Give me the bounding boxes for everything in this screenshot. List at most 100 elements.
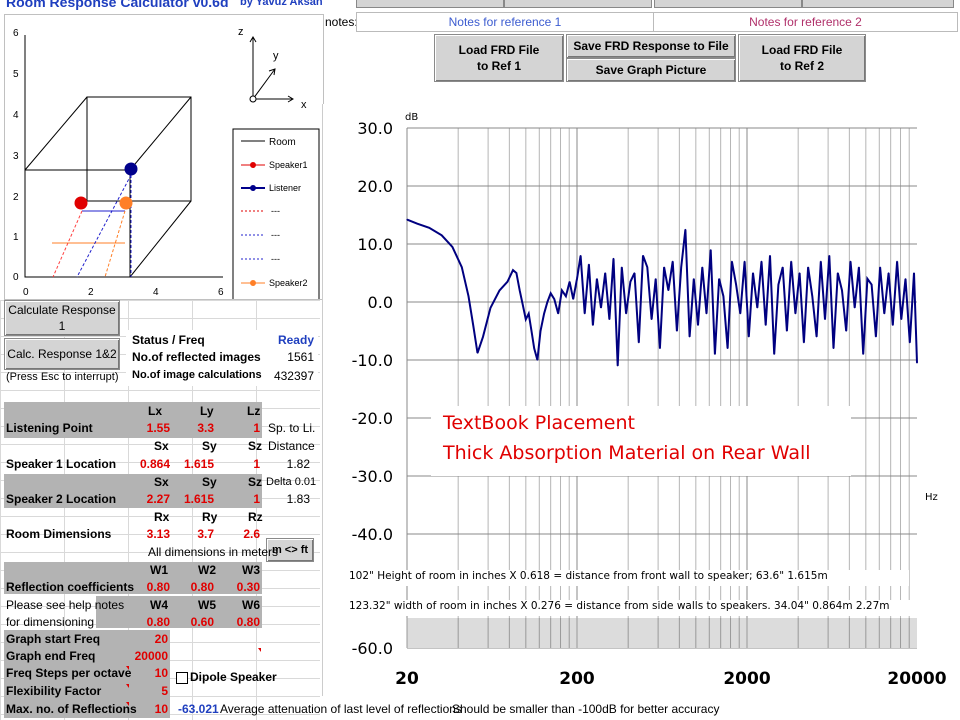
room-x-tick: 4 bbox=[153, 287, 159, 298]
top-strip-button-4[interactable] bbox=[802, 0, 954, 8]
notes-label: notes: bbox=[325, 15, 358, 29]
chart-point bbox=[525, 318, 527, 320]
calculate-response-1-button[interactable]: Calculate Response 1 bbox=[4, 300, 120, 336]
chart-point bbox=[428, 227, 430, 229]
chart-note-2: 123.32" width of room in inches X 0.276 … bbox=[349, 600, 939, 616]
chart-point bbox=[714, 353, 716, 355]
notes-ref2-field[interactable]: Notes for reference 2 bbox=[653, 12, 958, 32]
chart-point bbox=[765, 324, 767, 326]
chart-point bbox=[467, 295, 470, 297]
room-x[interactable]: 3.13 bbox=[146, 527, 170, 541]
app-author: by Yavuz Aksan bbox=[240, 0, 323, 8]
flex-value[interactable]: 5 bbox=[161, 684, 168, 698]
chart-point bbox=[790, 260, 792, 262]
speaker1-y[interactable]: 1.615 bbox=[183, 457, 214, 471]
max-refl-value[interactable]: 10 bbox=[154, 702, 168, 716]
chart-bottom-band bbox=[407, 618, 917, 648]
refl-w6[interactable]: 0.80 bbox=[236, 615, 260, 629]
room-box bbox=[24, 96, 192, 278]
room-y[interactable]: 3.7 bbox=[197, 527, 214, 541]
hdr-sx2: Sx bbox=[154, 475, 169, 489]
chart-point bbox=[638, 342, 640, 344]
listening-label: Listening Point bbox=[6, 421, 93, 435]
status-panel: Status / Freq Ready No.of reflected imag… bbox=[126, 330, 318, 386]
speaker2-drop bbox=[104, 210, 126, 278]
refl-w3[interactable]: 0.30 bbox=[236, 580, 260, 594]
chart-point bbox=[896, 260, 898, 262]
speaker2-z[interactable]: 1 bbox=[253, 492, 260, 506]
room-z[interactable]: 2.6 bbox=[243, 527, 260, 541]
room-y-tick: 5 bbox=[13, 69, 19, 80]
units-toggle-button[interactable]: m <> ft bbox=[266, 538, 314, 562]
listening-z[interactable]: 1 bbox=[253, 421, 260, 435]
load-ref2-line2: to Ref 2 bbox=[779, 59, 824, 73]
load-ref1-line2: to Ref 1 bbox=[476, 59, 521, 73]
max-refl-label: Max. no. of Reflections bbox=[6, 702, 137, 716]
chart-point bbox=[710, 249, 712, 251]
chart-x-label: Hz bbox=[925, 492, 938, 503]
top-strip-button-2[interactable] bbox=[504, 0, 652, 8]
chart-point bbox=[883, 313, 885, 315]
hdr-rx: Rx bbox=[154, 510, 170, 524]
refl-w4[interactable]: 0.80 bbox=[146, 615, 170, 629]
listening-x[interactable]: 1.55 bbox=[146, 421, 170, 435]
chart-point bbox=[536, 359, 539, 361]
speaker1-z[interactable]: 1 bbox=[253, 457, 260, 471]
chart-point bbox=[871, 284, 873, 286]
load-frd-ref2-button[interactable]: Load FRD File to Ref 2 bbox=[738, 34, 866, 82]
save-frd-button[interactable]: Save FRD Response to File bbox=[566, 34, 736, 58]
chart-point bbox=[588, 263, 590, 265]
speaker2-x[interactable]: 2.27 bbox=[146, 492, 170, 506]
save-graph-button[interactable]: Save Graph Picture bbox=[566, 58, 736, 82]
chart-point bbox=[498, 289, 501, 291]
speaker1-marker bbox=[74, 196, 88, 210]
chart-series-line bbox=[406, 218, 918, 366]
hdr-w5: W5 bbox=[198, 598, 216, 612]
chart-point bbox=[735, 284, 737, 286]
help-note-1: Please see help notes bbox=[6, 598, 125, 612]
refl-w1[interactable]: 0.80 bbox=[146, 580, 170, 594]
annotation-line-1: TextBook Placement bbox=[443, 412, 635, 434]
room-x-tick: 2 bbox=[88, 287, 94, 298]
chart-point bbox=[782, 266, 784, 268]
chart-point bbox=[697, 324, 699, 326]
dipole-checkbox[interactable] bbox=[176, 672, 188, 684]
top-strip-button-3[interactable] bbox=[654, 0, 802, 8]
listening-y[interactable]: 3.3 bbox=[197, 421, 214, 435]
load-frd-ref1-button[interactable]: Load FRD File to Ref 1 bbox=[434, 34, 564, 82]
graph-start-value[interactable]: 20 bbox=[154, 632, 168, 646]
delta-label: Delta 0.01 bbox=[266, 476, 317, 488]
chart-point bbox=[642, 255, 644, 257]
status-label: Status / Freq bbox=[132, 333, 205, 347]
chart-point bbox=[739, 313, 741, 315]
chart-point bbox=[482, 336, 484, 338]
chart-point bbox=[565, 295, 567, 297]
image-calc-label: No.of image calculations bbox=[132, 369, 262, 381]
legend-dash3: --- bbox=[271, 254, 280, 264]
graph-end-value[interactable]: 20000 bbox=[134, 649, 168, 663]
chart-point bbox=[633, 272, 636, 274]
notes-ref1-field[interactable]: Notes for reference 1 bbox=[356, 12, 654, 32]
chart-point bbox=[596, 278, 598, 280]
legend-speaker1: Speaker1 bbox=[269, 160, 308, 170]
speaker2-y[interactable]: 1.615 bbox=[183, 492, 214, 506]
chart-point bbox=[416, 223, 418, 225]
freq-steps-value[interactable]: 10 bbox=[154, 666, 168, 680]
top-strip-button-1[interactable] bbox=[356, 0, 504, 8]
speaker1-label: Speaker 1 Location bbox=[6, 457, 117, 471]
legend-dash2: --- bbox=[271, 230, 280, 240]
chart-point bbox=[892, 324, 894, 326]
chart-point bbox=[688, 336, 691, 338]
refl-w5[interactable]: 0.60 bbox=[190, 615, 214, 629]
chart-point bbox=[769, 255, 771, 257]
room-y-tick: 2 bbox=[13, 192, 19, 203]
chart-point bbox=[832, 347, 835, 349]
response-chart-svg: 30.0 20.0 10.0 0.0 -10.0 -20.0 -30.0 -40.0 -60.0… bbox=[352, 112, 947, 689]
reflected-label: No.of reflected images bbox=[132, 350, 261, 364]
calc-response-12-button[interactable]: Calc. Response 1&2 bbox=[4, 338, 120, 370]
chart-point bbox=[676, 330, 678, 332]
chart-point bbox=[461, 266, 463, 268]
refl-w2[interactable]: 0.80 bbox=[190, 580, 214, 594]
chart-point bbox=[406, 219, 408, 221]
speaker1-x[interactable]: 0.864 bbox=[139, 457, 170, 471]
